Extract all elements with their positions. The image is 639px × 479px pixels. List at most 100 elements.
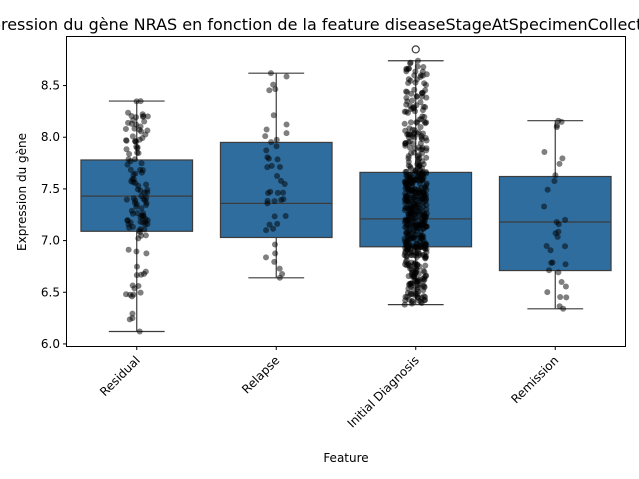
data-point [128, 112, 135, 119]
data-point [134, 210, 141, 217]
data-point [409, 180, 416, 187]
data-point [262, 133, 269, 140]
data-point [410, 194, 417, 201]
data-point [129, 282, 136, 289]
data-point [142, 232, 149, 239]
data-point [141, 118, 148, 125]
data-point [407, 263, 414, 270]
data-point [274, 156, 281, 163]
y-tick-label: 7.5 [41, 182, 60, 196]
data-point [415, 294, 422, 301]
data-point [131, 156, 138, 163]
data-point [423, 154, 430, 161]
data-point [123, 196, 130, 203]
data-point [420, 63, 427, 70]
data-point [558, 278, 565, 285]
data-point [412, 145, 419, 152]
data-point [547, 247, 554, 254]
data-point [263, 254, 269, 261]
data-point [267, 70, 274, 77]
data-point [417, 180, 424, 187]
data-point [127, 166, 134, 173]
data-point [133, 98, 140, 105]
data-point [551, 177, 558, 184]
x-tick-label: Residual [97, 353, 143, 399]
data-point [264, 197, 271, 204]
data-point [562, 216, 569, 223]
y-axis: 6.0 6.5 7.0 7.5 8.0 8.5 [41, 79, 67, 351]
data-point [414, 286, 421, 293]
plot-area [66, 36, 626, 347]
data-point [273, 143, 280, 150]
data-point [283, 121, 290, 128]
data-point [266, 87, 273, 94]
data-point [420, 203, 426, 210]
data-point [143, 250, 150, 257]
data-point [407, 119, 414, 126]
data-point [265, 155, 272, 162]
data-point [412, 68, 419, 75]
data-point [404, 246, 411, 253]
strip-points-remission [541, 117, 570, 312]
data-point [420, 237, 427, 244]
data-point [405, 65, 412, 72]
data-point [129, 133, 136, 140]
data-point [420, 267, 427, 274]
data-point [137, 166, 144, 173]
data-point [144, 217, 151, 224]
y-axis-label: Expression du gène [15, 133, 29, 251]
data-point [403, 172, 410, 179]
data-point [419, 107, 426, 114]
data-point [136, 328, 143, 335]
data-point [274, 189, 281, 196]
data-point [277, 177, 284, 184]
data-point [562, 283, 569, 290]
data-point [138, 160, 145, 167]
data-point [271, 213, 278, 220]
data-point [562, 261, 569, 268]
data-point [266, 221, 273, 228]
data-point [558, 118, 565, 125]
data-point [403, 224, 410, 231]
data-point [413, 119, 420, 126]
data-point [412, 261, 419, 268]
data-point [420, 219, 427, 226]
data-point [557, 294, 564, 301]
data-point [553, 124, 560, 131]
points-layer [122, 57, 570, 335]
data-point [136, 136, 143, 143]
y-tick-label: 8.5 [41, 79, 60, 93]
data-point [264, 164, 271, 171]
data-point [543, 243, 550, 250]
data-point [126, 224, 133, 231]
data-point [419, 89, 426, 96]
data-point [263, 227, 270, 234]
data-point [407, 290, 414, 297]
data-point [422, 262, 429, 269]
data-point [402, 140, 409, 147]
data-point [144, 113, 151, 120]
data-point [271, 198, 278, 205]
data-point [135, 235, 142, 242]
data-point [548, 259, 555, 266]
data-point [421, 297, 428, 304]
data-point [421, 225, 428, 232]
data-point [280, 189, 287, 196]
data-point [133, 248, 140, 255]
data-point [417, 124, 424, 131]
data-point [134, 186, 141, 193]
data-point [419, 195, 426, 202]
data-point [270, 225, 277, 232]
data-point [546, 267, 553, 274]
data-point [420, 130, 427, 137]
data-point [415, 271, 422, 278]
outlier-point [411, 45, 420, 54]
data-point [411, 86, 418, 93]
x-tick-label: Remission [508, 353, 561, 406]
data-point [144, 186, 151, 193]
strip-points-initial-diagnosis [401, 57, 430, 308]
data-point [410, 228, 417, 235]
data-point [415, 190, 422, 197]
data-point [404, 198, 411, 205]
